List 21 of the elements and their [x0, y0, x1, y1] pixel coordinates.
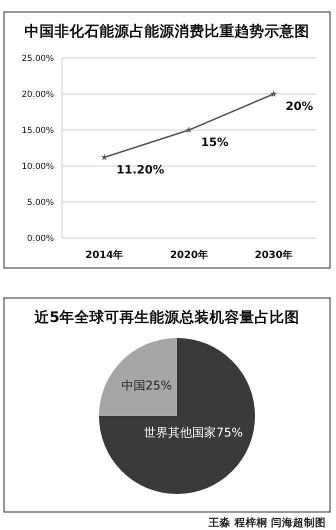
chart-title: 中国非化石能源占能源消费比重趋势示意图 [24, 23, 310, 40]
data-label: 15% [201, 135, 230, 149]
y-tick-label: 5.00% [26, 198, 54, 208]
data-label: 20% [286, 99, 314, 113]
y-tick-label: 20.00% [22, 90, 54, 100]
y-tick-label: 15.00% [22, 126, 54, 136]
slice-label: 世界其他国家75% [144, 426, 243, 440]
y-tick-label: 25.00% [22, 54, 54, 64]
point [186, 126, 192, 133]
text: 王淼 程梓桐 闫海超制图 [208, 516, 326, 529]
y-tick-label: 0.00% [26, 234, 54, 244]
x-tick-label: 2020年 [170, 249, 208, 261]
point [270, 90, 278, 97]
pie-slice [99, 338, 177, 416]
pie-slice [99, 338, 255, 494]
x-tick-label: 2014年 [85, 249, 124, 261]
chart-title: 近5年全球可再生能源总装机容量占比图 [33, 308, 300, 326]
x-tick-label: 2030年 [254, 249, 293, 261]
y-tick-label: 10.00% [22, 162, 54, 172]
slice-label: 中国25% [121, 378, 172, 393]
data-label: 11.20% [116, 162, 165, 176]
